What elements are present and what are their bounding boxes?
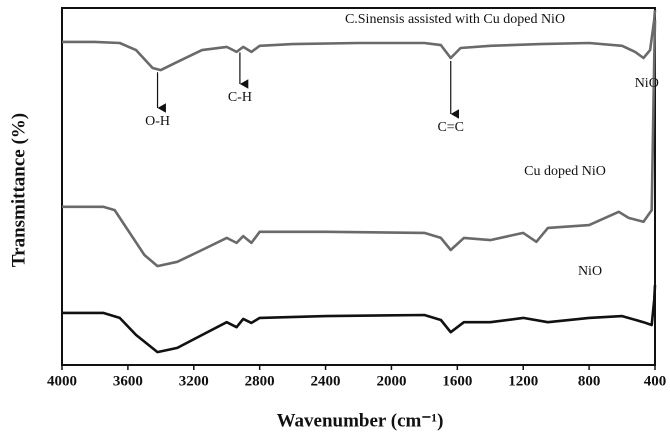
plot-frame bbox=[61, 7, 656, 366]
annotation: O-H bbox=[145, 114, 170, 129]
x-tick-label: 400 bbox=[644, 373, 667, 389]
annotation: C=C bbox=[437, 120, 464, 135]
annotation: C-H bbox=[228, 90, 252, 105]
spectrum-line bbox=[62, 20, 657, 268]
x-tick-label: 3600 bbox=[113, 373, 143, 389]
x-tick-label: 2400 bbox=[311, 373, 341, 389]
x-tick-label: 3200 bbox=[179, 373, 209, 389]
y-axis-label: Transmittance (%) bbox=[8, 113, 29, 267]
spectrum-line bbox=[62, 284, 657, 354]
x-tick-label: 800 bbox=[578, 373, 601, 389]
x-tick-label: 1600 bbox=[442, 373, 472, 389]
series-label: C.Sinensis assisted with Cu doped NiO bbox=[345, 12, 565, 27]
annotation: NiO bbox=[635, 76, 659, 91]
spectrum-line bbox=[62, 9, 657, 72]
series-label: NiO bbox=[578, 264, 602, 279]
x-tick-label: 1200 bbox=[508, 373, 538, 389]
x-tick-label: 4000 bbox=[47, 373, 77, 389]
x-tick-label: 2000 bbox=[376, 373, 406, 389]
x-tick-label: 2800 bbox=[245, 373, 275, 389]
series-label: Cu doped NiO bbox=[524, 164, 606, 179]
x-axis-label: Wavenumber (cm⁻¹) bbox=[277, 410, 444, 431]
